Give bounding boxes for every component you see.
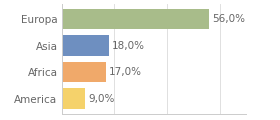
Text: 56,0%: 56,0% (212, 14, 245, 24)
Bar (62, 62, 106, 82)
Text: 18,0%: 18,0% (112, 41, 145, 51)
Text: 9,0%: 9,0% (88, 94, 114, 104)
Text: 17,0%: 17,0% (109, 67, 142, 77)
Bar (62, 35, 109, 56)
Bar (62, 88, 85, 109)
Bar (62, 9, 209, 29)
